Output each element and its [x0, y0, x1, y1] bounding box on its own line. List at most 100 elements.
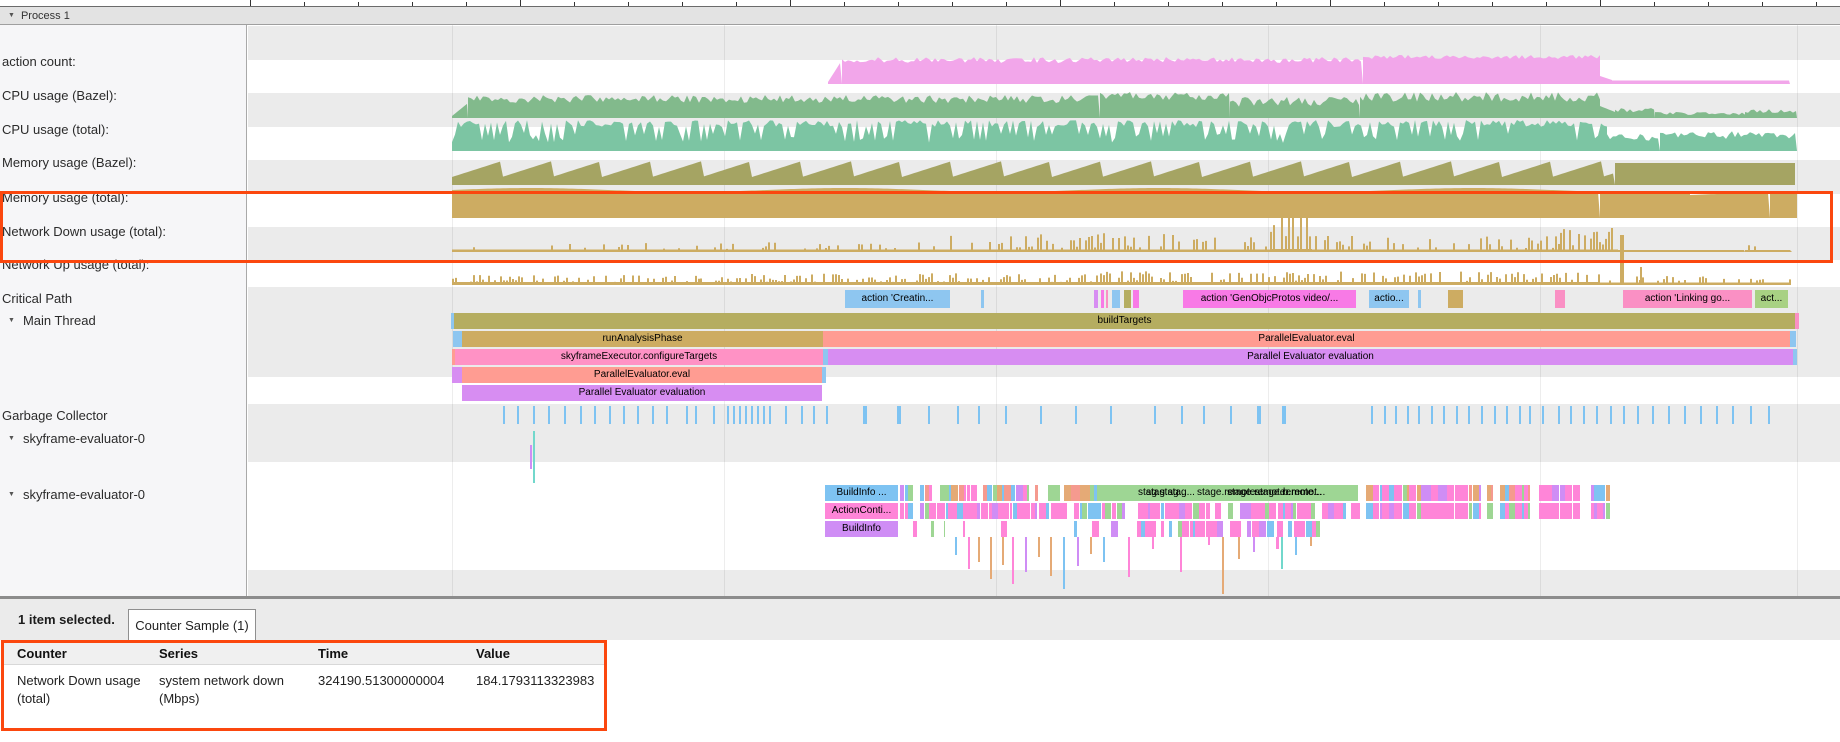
noise-slice[interactable]: [1539, 485, 1545, 501]
gc-tick[interactable]: [623, 406, 625, 424]
noise-slice[interactable]: [955, 503, 957, 519]
noise-slice[interactable]: [1206, 503, 1210, 519]
slice[interactable]: [1101, 290, 1104, 308]
gc-tick[interactable]: [1768, 406, 1770, 424]
noise-slice[interactable]: [900, 503, 904, 519]
noise-slice[interactable]: [1013, 503, 1017, 519]
gc-tick[interactable]: [1652, 406, 1654, 424]
noise-slice[interactable]: [1112, 503, 1116, 519]
noise-slice[interactable]: [1487, 485, 1491, 501]
noise-slice[interactable]: [1152, 521, 1156, 537]
noise-slice[interactable]: [946, 503, 948, 519]
noise-slice[interactable]: [1193, 521, 1195, 537]
gc-tick[interactable]: [727, 406, 729, 424]
hanging-slice[interactable]: [1208, 537, 1210, 545]
gc-tick[interactable]: [1668, 406, 1670, 424]
noise-slice[interactable]: [1500, 503, 1505, 519]
gc-tick[interactable]: [1431, 406, 1433, 424]
network-up-usage-total-chart[interactable]: [248, 228, 1840, 285]
gc-tick[interactable]: [739, 406, 741, 424]
gc-tick[interactable]: [548, 406, 550, 424]
noise-slice[interactable]: [1035, 503, 1037, 519]
slice-buildinfo-[interactable]: BuildInfo ...: [825, 485, 898, 501]
gc-tick[interactable]: [686, 406, 688, 424]
noise-slice[interactable]: [1522, 485, 1524, 501]
slice[interactable]: [1133, 290, 1139, 308]
gc-tick[interactable]: [1583, 406, 1585, 424]
gc-tick[interactable]: [503, 406, 505, 424]
noise-slice[interactable]: [1051, 503, 1058, 519]
timeline-area[interactable]: action 'Creatin... action 'GenObjcProtos …: [0, 25, 1840, 618]
noise-slice[interactable]: [1094, 485, 1097, 501]
noise-slice[interactable]: [1322, 503, 1328, 519]
noise-slice[interactable]: [1382, 485, 1389, 501]
noise-slice[interactable]: [1259, 521, 1266, 537]
hanging-slice[interactable]: [1180, 537, 1182, 572]
hanging-slice[interactable]: [1128, 537, 1130, 577]
slice[interactable]: [451, 313, 454, 329]
noise-slice[interactable]: [1004, 485, 1011, 501]
noise-slice[interactable]: [1217, 521, 1223, 537]
noise-slice[interactable]: [1500, 485, 1505, 501]
noise-slice[interactable]: [1479, 503, 1481, 519]
noise-slice[interactable]: [1509, 485, 1515, 501]
gc-tick[interactable]: [1542, 406, 1544, 424]
slice-buildinfo[interactable]: BuildInfo: [825, 521, 898, 537]
slice-action-linking-go-[interactable]: action 'Linking go...: [1623, 290, 1752, 308]
hanging-slice[interactable]: [1025, 537, 1027, 572]
noise-slice[interactable]: [1389, 485, 1394, 501]
noise-slice[interactable]: [1230, 521, 1232, 537]
noise-slice[interactable]: [1417, 485, 1421, 501]
noise-slice[interactable]: [1417, 503, 1421, 519]
gc-tick[interactable]: [1684, 406, 1686, 424]
gc-tick[interactable]: [533, 406, 535, 424]
noise-slice[interactable]: [1247, 521, 1251, 537]
gc-tick[interactable]: [801, 406, 803, 424]
noise-slice[interactable]: [1328, 503, 1334, 519]
noise-slice[interactable]: [1438, 503, 1440, 519]
noise-slice[interactable]: [1058, 503, 1065, 519]
time-ruler[interactable]: [0, 0, 1840, 6]
noise-slice[interactable]: [1255, 503, 1261, 519]
noise-slice[interactable]: [1141, 521, 1145, 537]
noise-slice[interactable]: [1090, 485, 1094, 501]
noise-slice[interactable]: [1545, 485, 1552, 501]
gc-tick[interactable]: [785, 406, 787, 424]
noise-slice[interactable]: [1206, 521, 1212, 537]
noise-slice[interactable]: [929, 485, 932, 501]
noise-slice[interactable]: [1269, 503, 1276, 519]
slice-skyframeexecutor-configuretargets[interactable]: skyframeExecutor.configureTargets: [455, 349, 823, 365]
slice[interactable]: [1112, 290, 1120, 308]
noise-slice[interactable]: [1074, 485, 1080, 501]
noise-slice[interactable]: [1306, 521, 1312, 537]
noise-slice[interactable]: [977, 503, 980, 519]
noise-slice[interactable]: [1199, 503, 1205, 519]
noise-slice[interactable]: [1409, 485, 1416, 501]
noise-slice[interactable]: [1080, 503, 1082, 519]
noise-slice[interactable]: [1165, 503, 1172, 519]
noise-slice[interactable]: [1597, 485, 1603, 501]
noise-slice[interactable]: [1240, 503, 1245, 519]
noise-slice[interactable]: [1351, 503, 1357, 519]
noise-slice[interactable]: [1357, 503, 1360, 519]
noise-slice[interactable]: [940, 503, 945, 519]
tiny-slice[interactable]: [530, 445, 532, 469]
gc-tick[interactable]: [745, 406, 747, 424]
gc-tick[interactable]: [769, 406, 771, 424]
noise-slice[interactable]: [1552, 503, 1559, 519]
hanging-slice[interactable]: [1310, 537, 1312, 546]
noise-slice[interactable]: [1195, 521, 1198, 537]
hanging-slice[interactable]: [1238, 537, 1240, 559]
noise-slice[interactable]: [1105, 503, 1111, 519]
noise-slice[interactable]: [1380, 503, 1382, 519]
noise-slice[interactable]: [993, 485, 997, 501]
noise-slice[interactable]: [1491, 503, 1493, 519]
noise-slice[interactable]: [1293, 503, 1296, 519]
noise-slice[interactable]: [1394, 485, 1399, 501]
noise-slice[interactable]: [1594, 503, 1597, 519]
gc-tick[interactable]: [751, 406, 753, 424]
gc-tick[interactable]: [1529, 406, 1531, 424]
noise-slice[interactable]: [1473, 503, 1479, 519]
noise-slice[interactable]: [1185, 503, 1192, 519]
noise-slice[interactable]: [1505, 503, 1509, 519]
